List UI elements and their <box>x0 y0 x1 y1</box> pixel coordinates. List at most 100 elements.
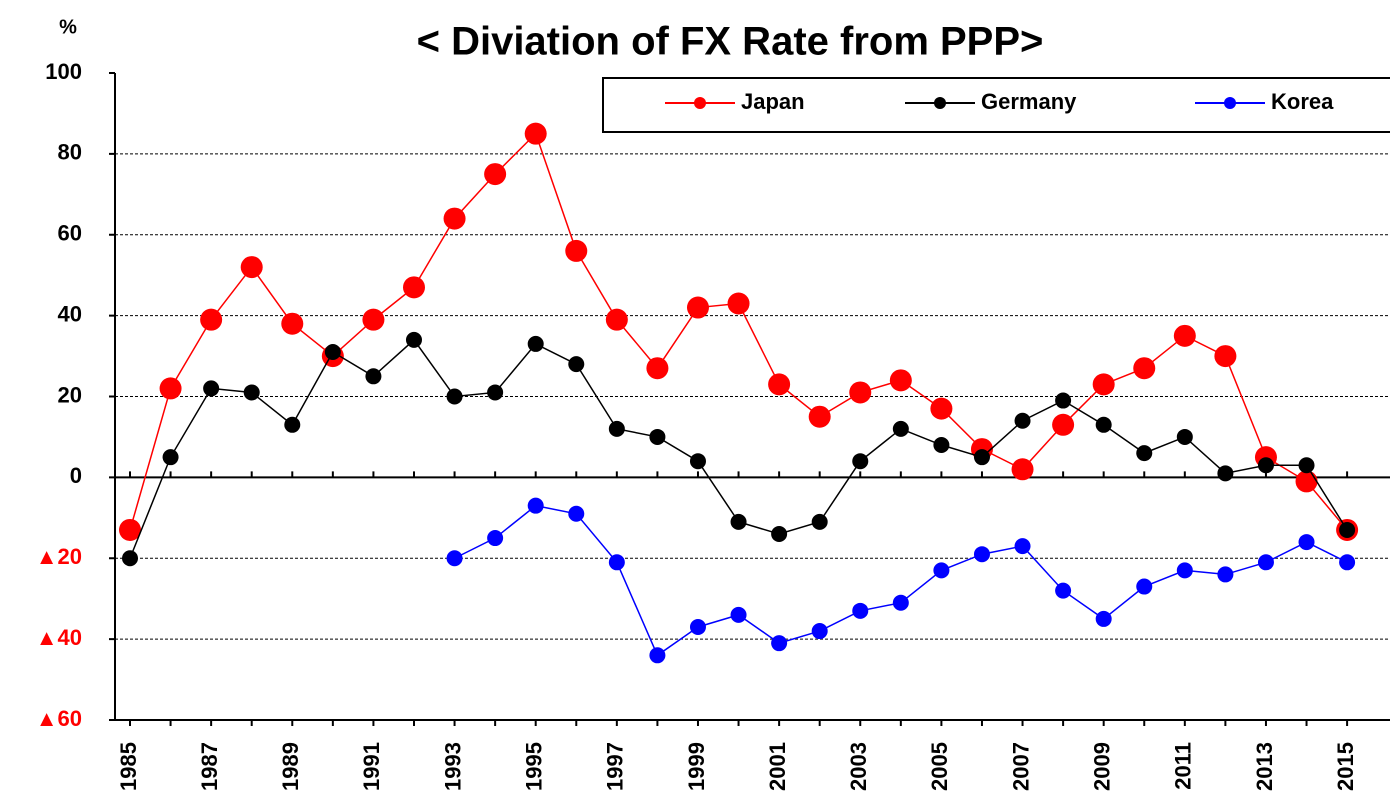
data-point <box>446 550 463 567</box>
data-point <box>243 384 260 401</box>
data-point <box>689 618 706 635</box>
data-point <box>487 530 504 547</box>
x-tick-label: 1987 <box>197 742 222 791</box>
data-point <box>484 163 507 186</box>
data-point <box>1095 416 1112 433</box>
data-point <box>119 518 141 541</box>
y-tick-label: ▲40 <box>36 625 82 650</box>
x-tick-label: 1995 <box>522 742 547 791</box>
legend-marker <box>934 97 946 109</box>
data-point <box>1257 554 1274 571</box>
data-point <box>1014 412 1031 429</box>
data-point <box>159 377 182 400</box>
y-tick-label: ▲60 <box>36 706 82 731</box>
data-point <box>324 344 341 361</box>
data-point <box>1298 534 1315 551</box>
data-point <box>771 635 788 652</box>
data-point <box>1173 324 1196 347</box>
x-tick-label: 1993 <box>440 742 465 791</box>
data-point <box>284 416 301 433</box>
data-point <box>1217 465 1234 482</box>
x-tick-label: 2011 <box>1171 742 1196 790</box>
data-point <box>973 546 990 563</box>
y-axis-label: % <box>59 16 77 38</box>
data-point <box>1055 582 1072 599</box>
data-point <box>443 207 466 230</box>
data-point <box>608 554 625 571</box>
x-tick-label: 1991 <box>359 742 384 791</box>
data-point <box>1339 521 1356 538</box>
data-point <box>808 405 831 428</box>
data-point <box>487 384 504 401</box>
legend-label: Germany <box>981 89 1077 114</box>
data-point <box>608 420 625 437</box>
data-point <box>811 513 828 530</box>
data-point <box>1136 445 1153 462</box>
data-point <box>1339 554 1356 571</box>
data-point <box>892 420 909 437</box>
data-point <box>446 388 463 405</box>
legend-marker <box>1224 97 1236 109</box>
x-tick-label: 2001 <box>765 742 790 791</box>
data-point <box>565 239 588 262</box>
x-tick-label: 1985 <box>116 742 141 791</box>
data-point <box>889 369 912 392</box>
x-tick-label: 2013 <box>1252 742 1277 791</box>
data-point <box>524 122 547 145</box>
data-point <box>402 276 425 299</box>
data-point <box>686 296 709 319</box>
data-point <box>1176 562 1193 579</box>
chart-title: < Diviation of FX Rate from PPP> <box>417 20 1044 64</box>
data-point <box>568 505 585 522</box>
x-tick-label: 1999 <box>684 742 709 791</box>
data-point <box>933 562 950 579</box>
data-point <box>1298 457 1315 474</box>
y-tick-label: 60 <box>58 221 82 246</box>
data-point <box>771 525 788 542</box>
x-tick-label: 2009 <box>1089 742 1114 791</box>
y-tick-label: 80 <box>58 140 82 165</box>
data-point <box>730 513 747 530</box>
data-point <box>973 449 990 466</box>
data-point <box>852 453 869 470</box>
x-tick-label: 2003 <box>846 742 871 791</box>
data-point <box>527 497 544 514</box>
data-point <box>405 331 422 348</box>
data-point <box>1092 373 1115 396</box>
data-point <box>689 453 706 470</box>
y-tick-label: 0 <box>70 463 82 488</box>
data-point <box>649 647 666 664</box>
legend-label: Japan <box>741 89 805 114</box>
y-tick-label: 40 <box>58 301 82 326</box>
data-point <box>203 380 220 397</box>
data-point <box>200 308 223 331</box>
legend-label: Korea <box>1271 89 1334 114</box>
data-point <box>811 623 828 640</box>
x-tick-label: 1997 <box>603 742 628 791</box>
x-tick-label: 2007 <box>1008 742 1033 791</box>
data-point <box>162 449 179 466</box>
data-point <box>1133 357 1156 380</box>
data-point <box>1257 457 1274 474</box>
data-point <box>122 550 138 567</box>
data-point <box>727 292 750 315</box>
data-point <box>240 256 263 279</box>
x-tick-label: 2015 <box>1333 742 1358 791</box>
y-tick-label: 20 <box>58 382 82 407</box>
data-point <box>1011 458 1034 481</box>
data-point <box>1014 538 1031 555</box>
data-point <box>852 602 869 619</box>
series-line <box>454 504 1348 657</box>
x-tick-label: 2005 <box>927 742 952 791</box>
data-point <box>362 308 385 331</box>
data-point <box>1095 610 1112 627</box>
y-tick-label: ▲20 <box>36 544 82 569</box>
data-point <box>1214 345 1237 368</box>
data-point <box>930 397 953 420</box>
data-point <box>1136 578 1153 595</box>
data-point <box>281 312 304 335</box>
data-point <box>1217 566 1234 583</box>
data-point <box>646 357 669 380</box>
data-point <box>933 437 950 454</box>
